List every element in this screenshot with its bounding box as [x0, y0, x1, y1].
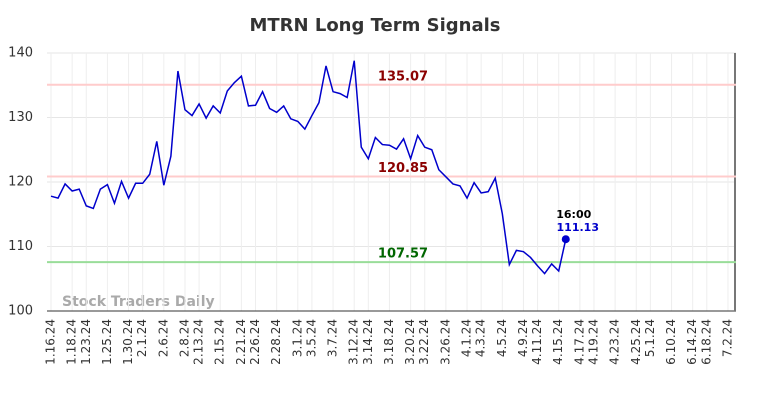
x-tick-label: 3.22.24: [417, 319, 431, 365]
x-tick-label: 1.30.24: [121, 319, 135, 365]
x-tick-label: 4.3.24: [474, 319, 488, 357]
x-tick-label: 3.18.24: [382, 319, 396, 365]
chart-title: MTRN Long Term Signals: [249, 15, 500, 36]
last-point: [561, 235, 570, 244]
y-tick-label: 100: [8, 304, 33, 319]
x-tick-label: 1.25.24: [100, 319, 114, 365]
x-tick-label: 4.11.24: [530, 319, 544, 365]
x-tick-label: 4.25.24: [629, 319, 643, 365]
x-tick-label: 2.21.24: [234, 319, 248, 365]
x-tick-label: 1.23.24: [79, 319, 93, 365]
x-tick-label: 3.20.24: [403, 319, 417, 365]
watermark: Stock Traders Daily: [62, 294, 215, 310]
signal-label: 120.85: [378, 161, 428, 176]
x-tick-label: 4.1.24: [460, 319, 474, 357]
last-time: 16:00: [556, 208, 591, 221]
y-tick-label: 130: [8, 110, 33, 125]
x-tick-label: 1.16.24: [44, 319, 58, 365]
x-tick-label: 2.26.24: [248, 319, 262, 365]
x-tick-label: 4.15.24: [551, 319, 565, 365]
x-tick-label: 3.7.24: [326, 319, 340, 357]
x-tick-label: 3.5.24: [304, 319, 318, 357]
x-tick-label: 2.8.24: [177, 319, 191, 357]
x-tick-label: 6.14.24: [685, 319, 699, 365]
y-tick-label: 110: [8, 239, 33, 254]
x-tick-label: 3.1.24: [290, 319, 304, 357]
x-tick-label: 7.2.24: [720, 319, 734, 357]
x-tick-label: 4.19.24: [586, 319, 600, 365]
x-tick-label: 3.12.24: [347, 319, 361, 365]
x-tick-label: 4.5.24: [495, 319, 509, 357]
x-tick-label: 2.28.24: [269, 319, 283, 365]
x-tick-label: 4.17.24: [572, 319, 586, 365]
y-tick-label: 140: [8, 46, 33, 61]
x-tick-label: 2.6.24: [156, 319, 170, 357]
last-value: 111.13: [557, 221, 599, 234]
x-tick-label: 3.14.24: [361, 319, 375, 365]
x-tick-label: 2.13.24: [192, 319, 206, 365]
x-tick-label: 3.26.24: [438, 319, 452, 365]
x-tick-label: 4.23.24: [608, 319, 622, 365]
y-tick-label: 120: [8, 175, 33, 190]
x-tick-label: 6.10.24: [664, 319, 678, 365]
x-tick-label: 2.1.24: [135, 319, 149, 357]
x-tick-label: 4.9.24: [516, 319, 530, 357]
x-tick-label: 5.1.24: [643, 319, 657, 357]
x-tick-label: 1.18.24: [65, 319, 79, 365]
signal-label: 107.57: [378, 247, 428, 262]
x-tick-label: 2.15.24: [213, 319, 227, 365]
price-line: [50, 60, 567, 275]
x-tick-label: 6.18.24: [699, 319, 713, 365]
signal-label: 135.07: [378, 69, 428, 84]
